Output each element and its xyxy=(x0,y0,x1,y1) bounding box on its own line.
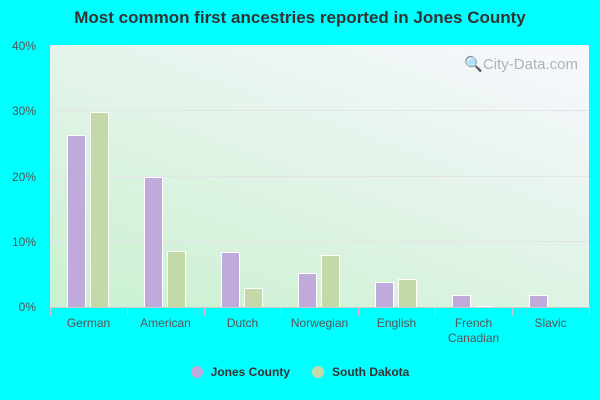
gridline xyxy=(50,176,589,177)
legend-dot-icon xyxy=(190,366,203,378)
x-tick-mark xyxy=(358,307,359,316)
x-tick-label: Norwegian xyxy=(290,316,349,330)
bar-jones-county[interactable] xyxy=(375,282,394,307)
x-tick-mark xyxy=(204,307,205,316)
x-tick-mark xyxy=(435,307,436,316)
x-tick-label: French Canadian xyxy=(447,316,500,345)
y-tick-10: 10% xyxy=(11,235,36,249)
watermark: 🔍City-Data.com xyxy=(464,55,578,73)
x-tick-mark xyxy=(127,307,128,316)
y-tick-0: 0% xyxy=(18,300,36,314)
legend-item-jones-county[interactable]: Jones County xyxy=(190,365,290,379)
x-tick-label: American xyxy=(140,316,191,330)
chart-title: Most common first ancestries reported in… xyxy=(74,8,526,27)
y-tick-40: 40% xyxy=(11,39,36,53)
legend-item-south-dakota[interactable]: South Dakota xyxy=(312,365,409,379)
x-tick-mark xyxy=(281,307,282,316)
y-tick-30: 30% xyxy=(11,104,36,118)
gridline xyxy=(50,241,589,242)
legend-dot-icon xyxy=(312,366,324,378)
legend-label: South Dakota xyxy=(332,365,410,379)
plot-area xyxy=(50,45,589,307)
bar-south-dakota[interactable] xyxy=(475,305,494,307)
bar-south-dakota[interactable] xyxy=(398,278,417,307)
bar-south-dakota[interactable] xyxy=(244,288,263,307)
legend-label: Jones County xyxy=(210,365,290,379)
bar-south-dakota[interactable] xyxy=(321,255,340,307)
bar-jones-county[interactable] xyxy=(144,177,163,307)
legend: Jones County South Dakota xyxy=(0,365,600,379)
x-tick-label: Slavic xyxy=(534,316,567,330)
bar-jones-county[interactable] xyxy=(67,134,86,307)
y-tick-20: 20% xyxy=(11,170,36,184)
bar-jones-county[interactable] xyxy=(452,295,471,307)
magnifier-chart-icon: 🔍 xyxy=(464,56,483,73)
x-tick-label: English xyxy=(376,316,417,330)
x-axis xyxy=(50,307,589,308)
x-tick-mark xyxy=(50,307,51,316)
x-tick-mark xyxy=(512,307,513,316)
bar-jones-county[interactable] xyxy=(221,251,240,307)
x-tick-label: Dutch xyxy=(226,316,259,330)
x-tick-label: German xyxy=(66,316,111,330)
bar-south-dakota[interactable] xyxy=(167,251,186,307)
bar-jones-county[interactable] xyxy=(529,295,548,307)
gridline xyxy=(50,110,589,111)
bar-jones-county[interactable] xyxy=(298,272,317,307)
bar-south-dakota[interactable] xyxy=(90,111,109,307)
watermark-text: City-Data.com xyxy=(482,56,578,73)
x-tick-mark xyxy=(589,307,590,316)
